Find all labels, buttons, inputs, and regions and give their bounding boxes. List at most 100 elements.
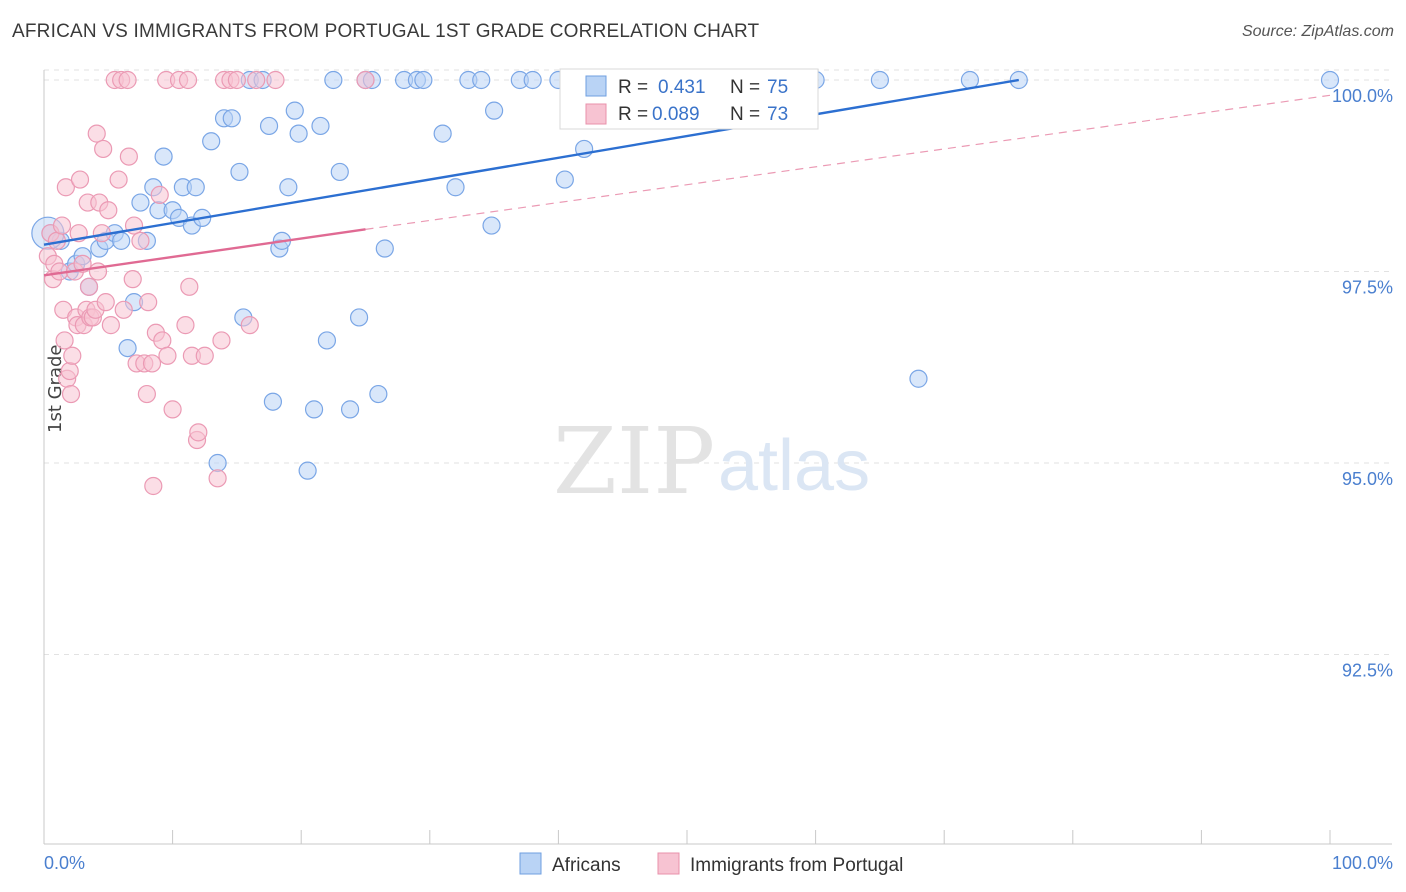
trend-portugal-extension — [365, 94, 1331, 230]
portugal-point — [180, 277, 199, 296]
portugal-point — [178, 70, 198, 90]
portugal-point — [101, 316, 120, 335]
stats-n-value-africans: 75 — [767, 77, 788, 98]
africans-point — [485, 101, 504, 120]
portugal-point — [139, 293, 158, 312]
stats-n-value-portugal: 73 — [767, 104, 788, 125]
stats-r-value-africans: 0.431 — [658, 77, 706, 98]
watermark-atlas: atlas — [718, 426, 870, 506]
africans-point — [909, 369, 928, 388]
africans-point — [1320, 70, 1340, 90]
portugal-point — [153, 331, 172, 350]
portugal-point — [212, 331, 231, 350]
africans-point — [285, 101, 304, 120]
y-axis-label: 1st Grade — [45, 345, 66, 434]
portugal-point — [137, 384, 156, 404]
x-ticks — [43, 830, 1331, 844]
legend-swatch-africans — [519, 852, 542, 875]
africans-point — [375, 239, 394, 258]
axes — [43, 70, 1392, 845]
portugal-point — [176, 316, 195, 335]
trend-lines — [43, 78, 1331, 277]
portugal-point — [150, 185, 169, 204]
trend-portugal — [43, 228, 366, 277]
africans-point — [340, 400, 360, 419]
africans-point — [446, 178, 465, 197]
portugal-point — [142, 354, 162, 373]
portugal-point — [79, 277, 99, 296]
africans-point — [118, 339, 137, 358]
portugal-point — [60, 361, 79, 381]
trend-africans — [43, 78, 1019, 246]
bottom-legend: Africans Immigrants from Portugal — [519, 852, 903, 876]
y-tick-label: 95.0% — [1342, 469, 1393, 489]
africans-point — [555, 170, 574, 189]
africans-point — [131, 193, 150, 212]
y-tick-labels: 92.5% 95.0% 97.5% 100.0% — [1332, 86, 1393, 681]
portugal-point — [70, 170, 90, 189]
africans-point — [960, 70, 980, 90]
stats-swatch-africans — [585, 75, 607, 97]
africans-point — [208, 453, 227, 473]
portugal-point — [119, 147, 138, 166]
portugal-point — [109, 170, 128, 189]
portugal-point — [356, 70, 375, 90]
africans-point — [112, 231, 131, 250]
africans-point — [154, 147, 173, 166]
stats-legend: R = 0.431 N = 75 R = 0.089 N = 73 — [559, 68, 819, 130]
africans-point — [279, 178, 298, 197]
africans-point — [202, 132, 221, 151]
gridlines — [44, 69, 1392, 655]
portugal-point — [96, 293, 115, 312]
watermark-zip: ZIP — [553, 408, 715, 515]
portugal-point — [114, 300, 133, 319]
portugal-point — [208, 469, 227, 488]
portugal-point — [240, 316, 259, 335]
stats-swatch-portugal — [585, 103, 607, 125]
africans-point — [222, 109, 241, 128]
stats-r-value-portugal: 0.089 — [652, 104, 700, 125]
series-portugal-points — [38, 70, 375, 496]
chart-source: Source: ZipAtlas.com — [1241, 23, 1394, 40]
africans-point — [304, 400, 324, 419]
portugal-point — [227, 70, 246, 90]
chart-title: AFRICAN VS IMMIGRANTS FROM PORTUGAL 1ST … — [12, 21, 760, 42]
y-tick-label: 100.0% — [1332, 86, 1393, 106]
portugal-point — [247, 70, 266, 90]
africans-point — [349, 308, 369, 327]
portugal-point — [144, 476, 163, 496]
portugal-point — [158, 346, 177, 365]
africans-point — [289, 124, 308, 143]
portugal-point — [55, 331, 74, 350]
x-tick-label-max: 100.0% — [1332, 853, 1393, 873]
stats-n-label-portugal: N = — [730, 104, 760, 125]
africans-point — [472, 70, 491, 90]
africans-point — [186, 178, 205, 197]
portugal-point — [163, 400, 182, 419]
portugal-point — [195, 346, 214, 365]
portugal-point — [52, 216, 72, 235]
portugal-point — [118, 70, 137, 90]
africans-point — [369, 384, 388, 404]
stats-n-label-africans: N = — [730, 77, 760, 98]
portugal-point — [94, 139, 113, 159]
africans-point — [263, 392, 283, 411]
africans-point — [324, 70, 343, 90]
portugal-point — [61, 384, 81, 404]
stats-r-label-africans: R = — [618, 77, 648, 98]
y-tick-label: 97.5% — [1342, 278, 1393, 298]
legend-swatch-portugal — [657, 852, 680, 875]
portugal-point — [56, 178, 75, 197]
x-tick-label-min: 0.0% — [44, 853, 85, 873]
portugal-point — [189, 423, 208, 442]
africans-point — [433, 124, 452, 143]
africans-point — [259, 116, 279, 136]
africans-point — [317, 331, 337, 350]
africans-point — [870, 70, 890, 90]
watermark: ZIP atlas — [553, 408, 870, 515]
africans-point — [298, 461, 317, 480]
africans-point — [414, 70, 433, 90]
legend-label-africans: Africans — [552, 855, 621, 876]
portugal-point — [131, 231, 150, 250]
